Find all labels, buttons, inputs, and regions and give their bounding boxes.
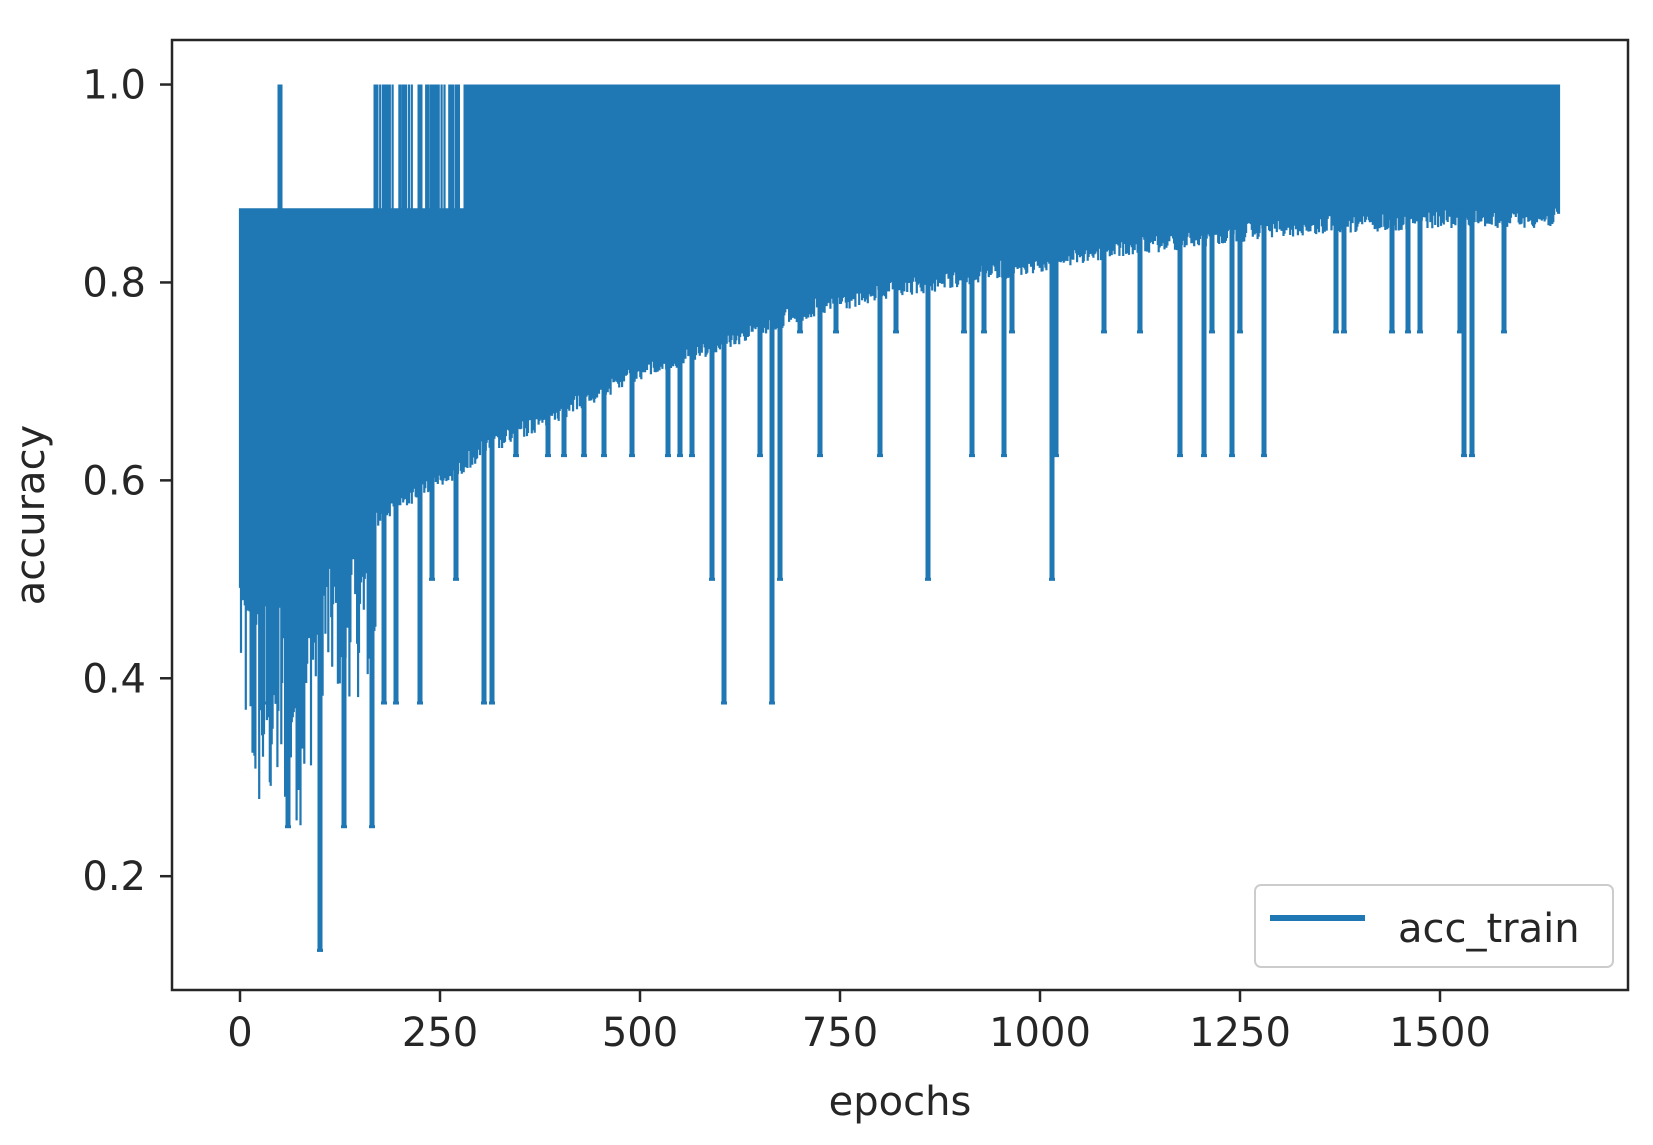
x-tick-label: 1500 bbox=[1389, 1010, 1491, 1056]
x-tick-label: 750 bbox=[802, 1010, 878, 1056]
legend-box bbox=[1254, 884, 1614, 968]
y-tick-label: 0.8 bbox=[82, 260, 146, 306]
y-axis: 0.2 0.4 0.6 0.8 1.0 bbox=[82, 63, 172, 900]
x-tick-label: 1250 bbox=[1189, 1010, 1291, 1056]
y-tick-label: 0.6 bbox=[82, 458, 146, 504]
legend-label-acc-train: acc_train bbox=[1398, 906, 1580, 952]
y-tick-label: 0.2 bbox=[82, 854, 146, 900]
x-tick-label: 250 bbox=[402, 1010, 478, 1056]
x-tick-label: 0 bbox=[227, 1010, 252, 1056]
y-tick-label: 1.0 bbox=[82, 63, 146, 109]
y-axis-label: accuracy bbox=[8, 425, 54, 605]
x-axis-label: epochs bbox=[829, 1079, 972, 1125]
y-tick-label: 0.4 bbox=[82, 656, 146, 702]
legend: acc_train bbox=[1254, 884, 1614, 968]
x-tick-label: 1000 bbox=[989, 1010, 1091, 1056]
x-axis: 0 250 500 750 1000 1250 1500 bbox=[227, 990, 1491, 1056]
plot-data bbox=[238, 84, 1561, 952]
axes-frame bbox=[170, 38, 1630, 992]
x-tick-label: 500 bbox=[602, 1010, 678, 1056]
